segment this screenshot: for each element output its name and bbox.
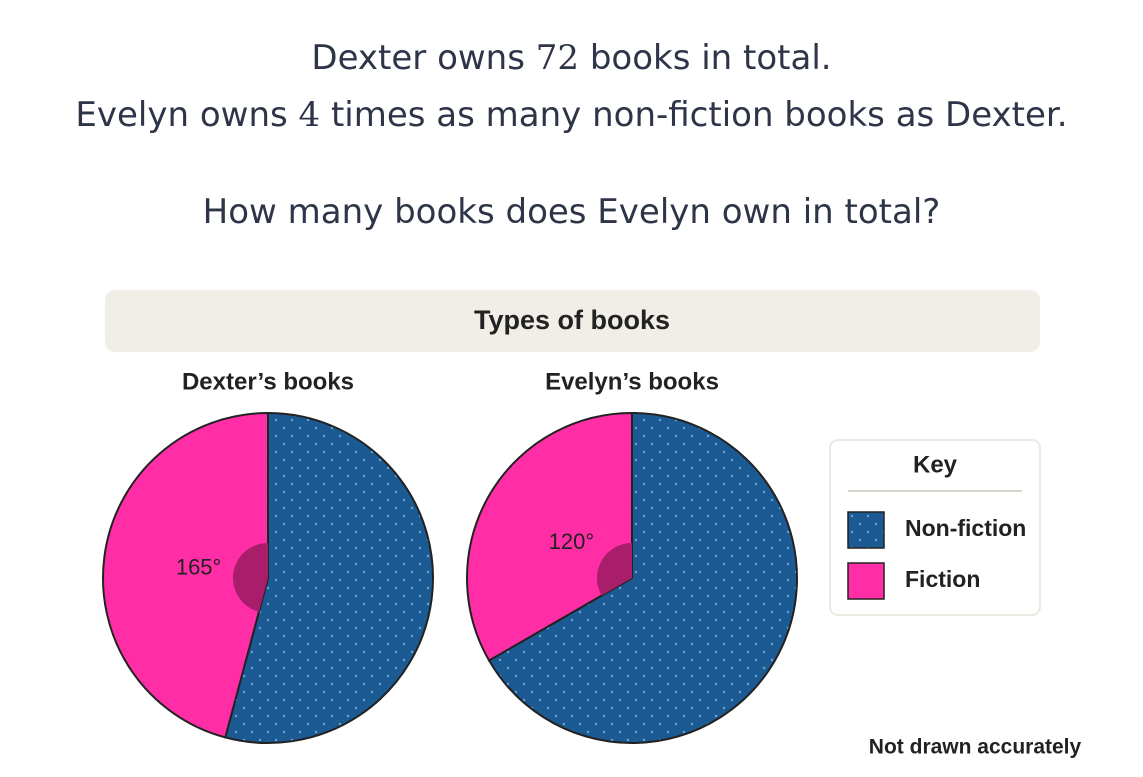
angle-label: 165° xyxy=(176,555,222,580)
text: books in total. xyxy=(579,38,832,78)
title-band xyxy=(105,290,1040,352)
text: Dexter owns xyxy=(311,38,536,78)
text: times as many non-fiction books as Dexte… xyxy=(320,95,1068,135)
pie-title: Evelyn’s books xyxy=(545,368,719,395)
pie-slice xyxy=(466,411,633,662)
pie-slice xyxy=(224,411,434,744)
question-line: Evelyn owns 4 times as many non-fiction … xyxy=(0,95,1143,135)
pie-title: Dexter’s books xyxy=(182,368,354,395)
pie-slice xyxy=(487,411,798,744)
question-line: How many books does Evelyn own in total? xyxy=(202,192,941,232)
key-swatch xyxy=(847,511,885,549)
number: 72 xyxy=(535,38,580,78)
figure-title: Types of books xyxy=(474,305,670,335)
angle-marker xyxy=(232,543,268,612)
key-swatch xyxy=(847,562,885,600)
text: Evelyn owns xyxy=(75,95,299,135)
pie-slice xyxy=(102,411,269,739)
number: 4 xyxy=(298,95,321,135)
key-label: Non-fiction xyxy=(905,515,1026,541)
question-line: Dexter owns 72 books in total. xyxy=(0,38,1143,78)
angle-marker xyxy=(596,543,632,596)
note: Not drawn accurately xyxy=(869,736,1082,759)
angle-label: 120° xyxy=(549,529,595,554)
key-title: Key xyxy=(913,451,958,478)
key-label: Fiction xyxy=(905,566,980,592)
